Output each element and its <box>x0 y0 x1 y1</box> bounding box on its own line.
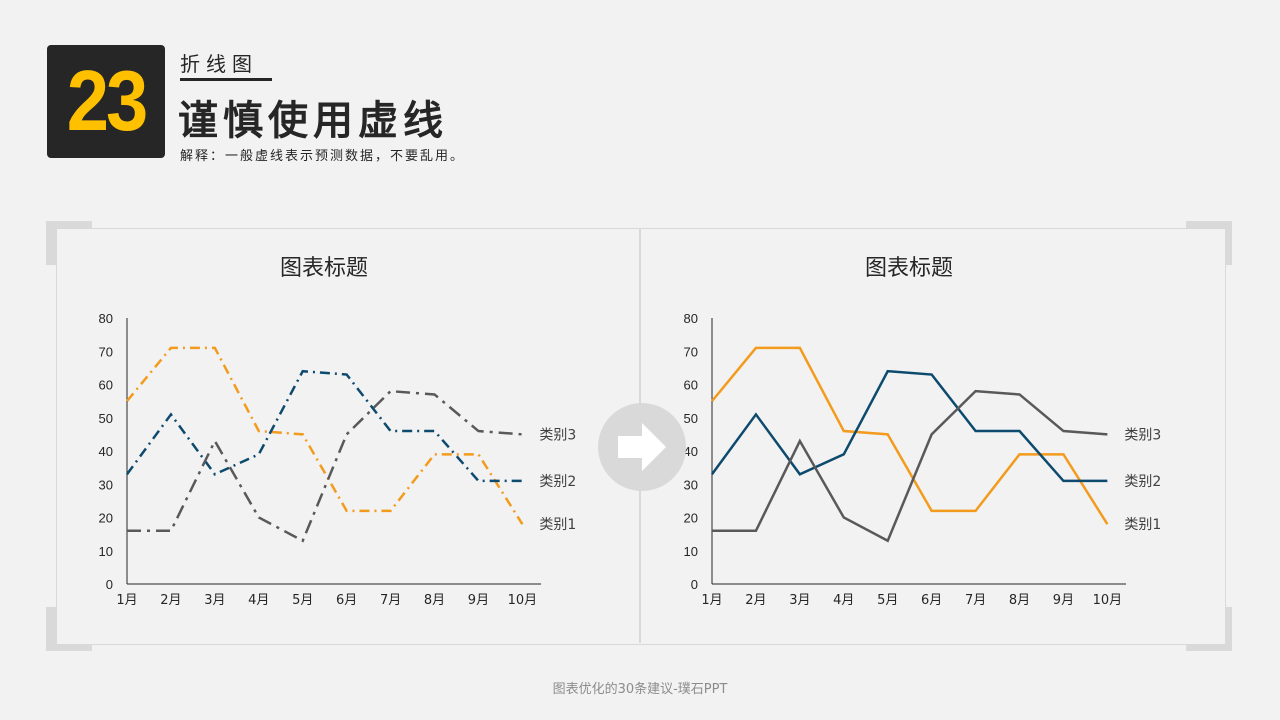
x-tick-label: 1月 <box>116 593 137 608</box>
y-tick-label: 60 <box>684 378 698 393</box>
y-tick-label: 40 <box>684 444 698 459</box>
slide-number: 23 <box>66 53 149 150</box>
x-tick-label: 3月 <box>204 593 225 608</box>
x-tick-label: 3月 <box>789 593 810 608</box>
x-tick-label: 2月 <box>160 593 181 608</box>
corner-bracket-bottom-left <box>46 643 92 651</box>
y-tick-label: 0 <box>106 577 113 592</box>
arrow-circle <box>598 403 686 491</box>
corner-bracket-top-left-v <box>46 221 56 265</box>
y-tick-label: 10 <box>99 544 113 559</box>
right-arrow-icon <box>618 423 666 471</box>
chart-title: 图表标题 <box>865 256 953 281</box>
y-tick-label: 20 <box>99 511 113 526</box>
y-tick-label: 70 <box>684 344 698 359</box>
corner-bracket-top-right <box>1186 221 1232 229</box>
number-badge: 23 <box>47 45 165 158</box>
series-label-1: 类别1 <box>539 517 576 533</box>
y-tick-label: 60 <box>99 378 113 393</box>
y-tick-label: 50 <box>99 411 113 426</box>
y-tick-label: 30 <box>99 477 113 492</box>
subtitle-underline <box>180 78 272 81</box>
chart-dashed: 图表标题 0 10 20 30 40 50 60 70 80 1月 2月 3月 4月 5月 6月 7月 8月 9月 1… <box>99 256 577 608</box>
x-tick-label: 5月 <box>877 593 898 608</box>
y-tick-label: 10 <box>684 544 698 559</box>
y-tick-label: 20 <box>684 511 698 526</box>
corner-bracket-top-left <box>46 221 92 229</box>
series-line-3 <box>712 389 1108 543</box>
x-tick-label: 10月 <box>508 593 538 608</box>
y-tick-label: 0 <box>691 577 698 592</box>
x-tick-label: 9月 <box>1053 593 1074 608</box>
series-label-1: 类别1 <box>1124 517 1161 533</box>
chart-solid: 图表标题 0 10 20 30 40 50 60 70 80 1月 2月 3月 4月 5月 6月 7月 8月 9月 1… <box>684 256 1162 608</box>
x-tick-label: 5月 <box>292 593 313 608</box>
x-tick-label: 1月 <box>701 593 722 608</box>
series-label-3: 类别3 <box>539 427 576 443</box>
x-tick-label: 6月 <box>921 593 942 608</box>
slide-explanation: 解释：一般虚线表示预测数据，不要乱用。 <box>180 149 466 164</box>
x-tick-label: 2月 <box>745 593 766 608</box>
y-tick-label: 70 <box>99 344 113 359</box>
series-label-3: 类别3 <box>1124 427 1161 443</box>
footer-text: 图表优化的30条建议-璞石PPT <box>552 682 728 697</box>
y-tick-label: 30 <box>684 477 698 492</box>
corner-bracket-top-right-v <box>1224 221 1232 265</box>
x-tick-label: 8月 <box>424 593 445 608</box>
x-tick-label: 4月 <box>248 593 269 608</box>
series-line-2 <box>125 369 523 483</box>
corner-bracket-bottom-right <box>1186 643 1232 651</box>
y-tick-label: 50 <box>684 411 698 426</box>
x-tick-label: 4月 <box>833 593 854 608</box>
corner-bracket-bottom-left-v <box>46 607 56 651</box>
chart-title: 图表标题 <box>280 256 368 281</box>
slide-title: 谨慎使用虚线 <box>178 98 448 144</box>
x-tick-label: 7月 <box>380 593 401 608</box>
corner-bracket-bottom-right-v <box>1224 607 1232 651</box>
series-line-1 <box>126 346 524 525</box>
y-tick-label: 40 <box>99 444 113 459</box>
x-tick-label: 7月 <box>965 593 986 608</box>
y-tick-label: 80 <box>99 311 113 326</box>
series-label-2: 类别2 <box>1124 474 1161 490</box>
series-line-3 <box>127 389 523 543</box>
x-tick-label: 10月 <box>1093 593 1123 608</box>
y-tick-label: 80 <box>684 311 698 326</box>
series-line-2 <box>710 369 1108 483</box>
x-tick-label: 8月 <box>1009 593 1030 608</box>
series-label-2: 类别2 <box>539 474 576 490</box>
x-tick-label: 9月 <box>468 593 489 608</box>
slide-subtitle: 折线图 <box>180 52 258 76</box>
x-tick-label: 6月 <box>336 593 357 608</box>
